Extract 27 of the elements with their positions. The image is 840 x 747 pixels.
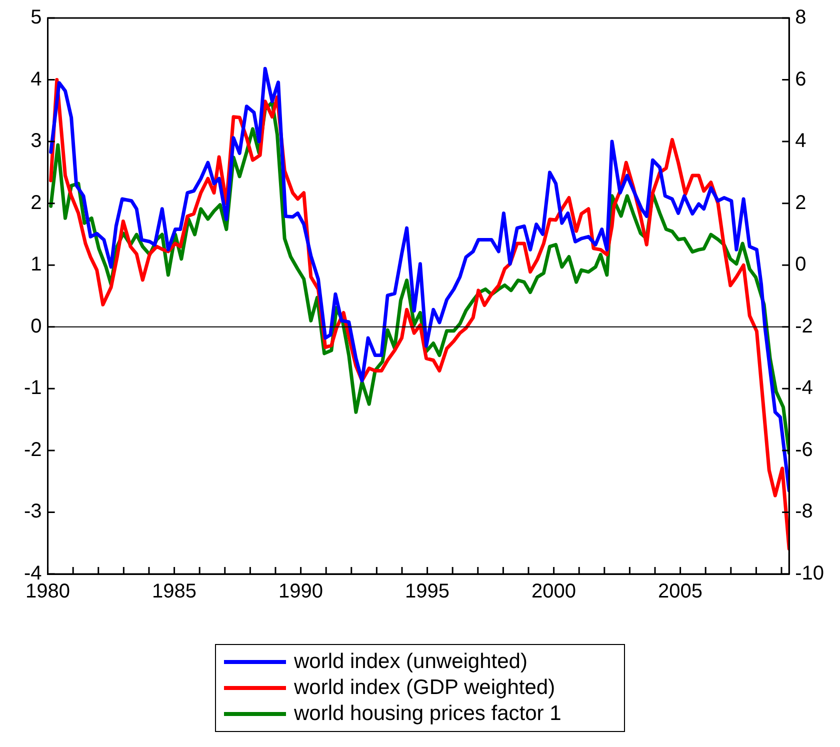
y2-tick-label: 2 [795, 192, 806, 214]
legend-label: world housing prices factor 1 [294, 702, 562, 726]
x-tick-label: 2000 [532, 580, 576, 603]
y-tick-label: 3 [30, 130, 42, 152]
y2-tick-label: 4 [795, 130, 806, 152]
y2-tick-label: -10 [795, 562, 824, 585]
y-tick-label: -2 [24, 438, 42, 461]
x-tick-label: 1990 [278, 580, 324, 603]
y2-tick-label: 8 [795, 6, 806, 29]
y-tick-label: 4 [30, 68, 42, 90]
y2-tick-label: -4 [795, 377, 813, 400]
y-tick-label: -1 [24, 377, 42, 400]
y2-tick-label: -2 [795, 315, 813, 338]
y-tick-label: 5 [30, 6, 42, 29]
y2-tick-label: 0 [795, 254, 806, 276]
y-tick-label: 0 [30, 315, 42, 338]
y-tick-label: 2 [30, 192, 42, 214]
y2-tick-label: -6 [795, 438, 813, 461]
y-tick-label: 1 [30, 254, 42, 276]
y-tick-label: -3 [24, 500, 42, 523]
x-tick-label: 1985 [152, 580, 197, 603]
x-tick-label: 1995 [405, 580, 450, 603]
legend-label: world index (unweighted) [294, 650, 528, 674]
x-tick-label: 2005 [658, 580, 703, 603]
y2-tick-label: 6 [795, 68, 806, 90]
y2-tick-label: -8 [795, 500, 813, 523]
legend-label: world index (GDP weighted) [294, 676, 556, 700]
